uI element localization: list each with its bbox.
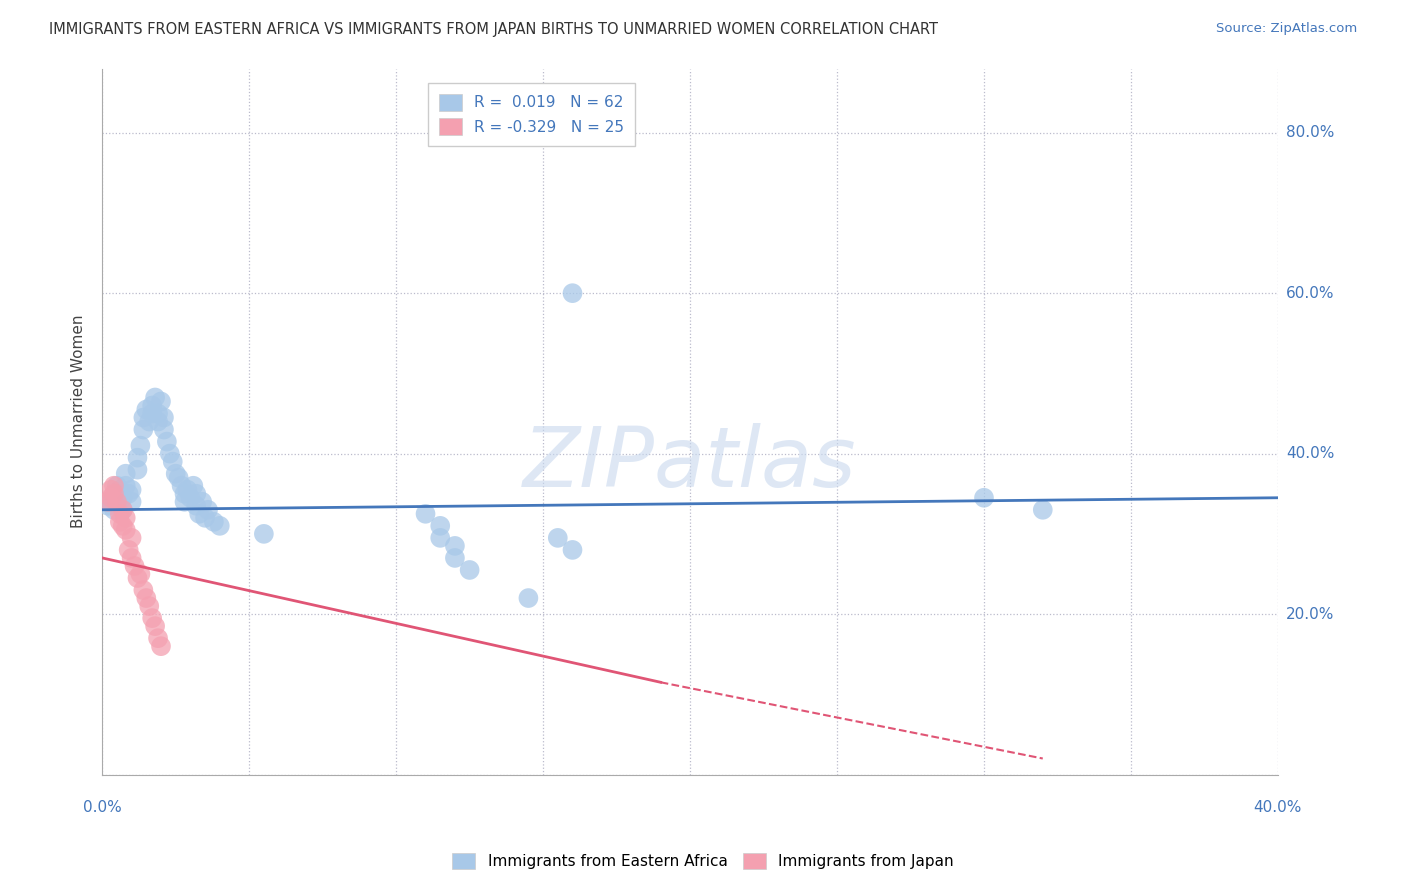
Point — [121, 550, 143, 565]
Point — [167, 471, 190, 485]
Point — [141, 611, 163, 625]
Point — [429, 519, 451, 533]
Point — [108, 507, 131, 521]
Point — [114, 511, 136, 525]
Point — [132, 582, 155, 597]
Point — [129, 566, 152, 581]
Legend: R =  0.019   N = 62, R = -0.329   N = 25: R = 0.019 N = 62, R = -0.329 N = 25 — [427, 83, 634, 145]
Point — [118, 542, 141, 557]
Point — [124, 558, 146, 573]
Point — [114, 467, 136, 481]
Point — [108, 483, 131, 497]
Point — [561, 286, 583, 301]
Point — [165, 467, 187, 481]
Point — [208, 519, 231, 533]
Point — [143, 619, 166, 633]
Point — [146, 415, 169, 429]
Point — [108, 495, 131, 509]
Text: 20.0%: 20.0% — [1286, 607, 1334, 622]
Point — [111, 519, 134, 533]
Point — [127, 450, 149, 465]
Text: 40.0%: 40.0% — [1286, 446, 1334, 461]
Point — [197, 503, 219, 517]
Point — [121, 531, 143, 545]
Text: ZIPatlas: ZIPatlas — [523, 424, 856, 504]
Point — [100, 483, 122, 497]
Point — [121, 495, 143, 509]
Text: IMMIGRANTS FROM EASTERN AFRICA VS IMMIGRANTS FROM JAPAN BIRTHS TO UNMARRIED WOME: IMMIGRANTS FROM EASTERN AFRICA VS IMMIGR… — [49, 22, 938, 37]
Point — [183, 479, 205, 493]
Point — [191, 495, 214, 509]
Point — [129, 439, 152, 453]
Point — [138, 415, 160, 429]
Point — [253, 527, 276, 541]
Point — [138, 599, 160, 613]
Point — [444, 539, 467, 553]
Point — [141, 407, 163, 421]
Point — [973, 491, 995, 505]
Point — [111, 503, 134, 517]
Text: 60.0%: 60.0% — [1286, 285, 1334, 301]
Point — [146, 407, 169, 421]
Text: 0.0%: 0.0% — [83, 799, 121, 814]
Point — [97, 499, 120, 513]
Point — [103, 479, 125, 493]
Point — [103, 487, 125, 501]
Point — [103, 491, 125, 505]
Point — [561, 542, 583, 557]
Point — [153, 423, 176, 437]
Point — [186, 499, 208, 513]
Point — [517, 591, 540, 605]
Y-axis label: Births to Unmarried Women: Births to Unmarried Women — [72, 315, 86, 528]
Point — [150, 394, 173, 409]
Point — [127, 571, 149, 585]
Point — [162, 455, 184, 469]
Point — [135, 402, 157, 417]
Point — [444, 550, 467, 565]
Text: 40.0%: 40.0% — [1254, 799, 1302, 814]
Text: 80.0%: 80.0% — [1286, 125, 1334, 140]
Legend: Immigrants from Eastern Africa, Immigrants from Japan: Immigrants from Eastern Africa, Immigran… — [446, 847, 960, 875]
Point — [188, 507, 211, 521]
Point — [458, 563, 481, 577]
Point — [103, 503, 125, 517]
Point — [135, 591, 157, 605]
Point — [159, 447, 181, 461]
Point — [176, 483, 198, 497]
Point — [179, 491, 201, 505]
Point — [156, 434, 179, 449]
Point — [105, 479, 128, 493]
Point — [202, 515, 225, 529]
Point — [97, 495, 120, 509]
Point — [153, 410, 176, 425]
Point — [143, 391, 166, 405]
Point — [111, 503, 134, 517]
Point — [100, 495, 122, 509]
Point — [105, 495, 128, 509]
Point — [186, 487, 208, 501]
Point — [547, 531, 569, 545]
Point — [114, 523, 136, 537]
Point — [429, 531, 451, 545]
Point — [127, 463, 149, 477]
Point — [132, 410, 155, 425]
Point — [118, 487, 141, 501]
Text: Source: ZipAtlas.com: Source: ZipAtlas.com — [1216, 22, 1357, 36]
Point — [173, 495, 195, 509]
Point — [150, 639, 173, 653]
Point — [105, 487, 128, 501]
Point — [111, 491, 134, 505]
Point — [132, 423, 155, 437]
Point — [108, 515, 131, 529]
Point — [1032, 503, 1054, 517]
Point — [114, 479, 136, 493]
Point — [121, 483, 143, 497]
Point — [146, 631, 169, 645]
Point — [141, 399, 163, 413]
Point — [170, 479, 193, 493]
Point — [194, 511, 217, 525]
Point — [415, 507, 437, 521]
Point — [100, 491, 122, 505]
Point — [173, 487, 195, 501]
